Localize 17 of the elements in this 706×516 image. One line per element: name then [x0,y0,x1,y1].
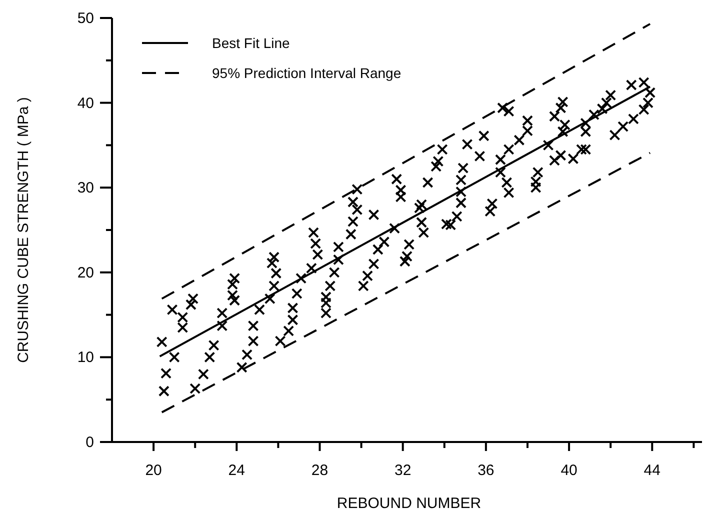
x-tick-label: 40 [560,462,578,479]
x-tick-label: 24 [228,462,245,479]
y-tick-label: 50 [77,10,94,27]
x-tick-label: 44 [644,462,660,479]
y-tick-label: 10 [77,349,94,366]
legend-label: Best Fit Line [212,35,290,51]
legend-label: 95% Prediction Interval Range [212,65,402,81]
y-tick-label: 0 [86,434,94,451]
x-tick-label: 36 [478,462,494,479]
x-tick-label: 20 [145,462,162,479]
y-tick-label: 40 [77,94,94,112]
y-axis-title: CRUSHING CUBE STRENGTH ( MPa ) [15,97,32,363]
x-axis-title: REBOUND NUMBER [336,495,482,512]
x-tick-label: 32 [394,462,412,479]
y-tick-label: 30 [77,180,94,197]
x-tick-label: 28 [311,462,328,479]
y-tick-label: 20 [77,264,94,282]
